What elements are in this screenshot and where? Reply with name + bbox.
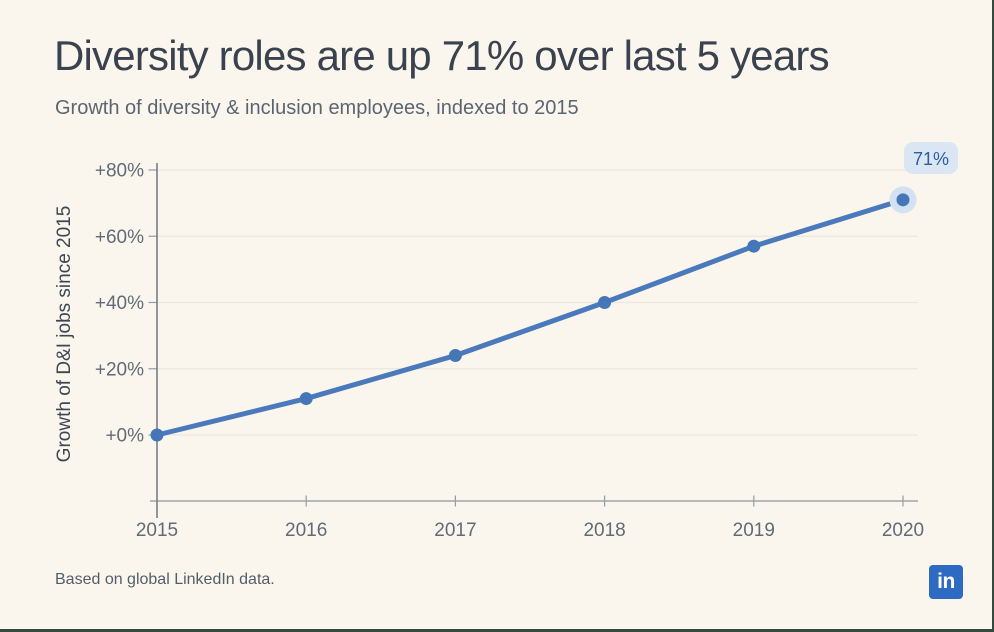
y-tick-label: +60% xyxy=(95,227,144,248)
x-tick-label: 2015 xyxy=(136,520,178,541)
data-point xyxy=(747,239,761,253)
x-tick-label: 2017 xyxy=(434,520,476,541)
source-note: Based on global LinkedIn data. xyxy=(55,571,275,588)
y-tick-label: +20% xyxy=(95,359,144,380)
end-value-badge-label: 71% xyxy=(913,149,949,169)
linkedin-logo-text: in xyxy=(937,570,955,593)
linkedin-logo: in xyxy=(929,565,963,599)
end-value-badge xyxy=(904,142,958,174)
x-tick-label: 2018 xyxy=(583,520,625,541)
data-point xyxy=(299,392,313,406)
data-line xyxy=(154,197,906,438)
data-point xyxy=(896,193,910,207)
data-point xyxy=(150,428,164,442)
x-tick-label: 2019 xyxy=(733,520,775,541)
y-tick-label: +80% xyxy=(95,161,144,182)
chart-subtitle: Growth of diversity & inclusion employee… xyxy=(55,97,579,119)
page-title: Diversity roles are up 71% over last 5 y… xyxy=(54,32,830,79)
x-tick-label: 2020 xyxy=(882,520,924,541)
data-point xyxy=(448,349,462,362)
x-tick-label: 2016 xyxy=(285,520,327,541)
y-tick-label: +40% xyxy=(95,293,144,314)
data-point xyxy=(598,296,612,309)
y-axis-title: Growth of D&I jobs since 2015 xyxy=(54,206,75,463)
y-tick-label: +0% xyxy=(105,426,144,447)
